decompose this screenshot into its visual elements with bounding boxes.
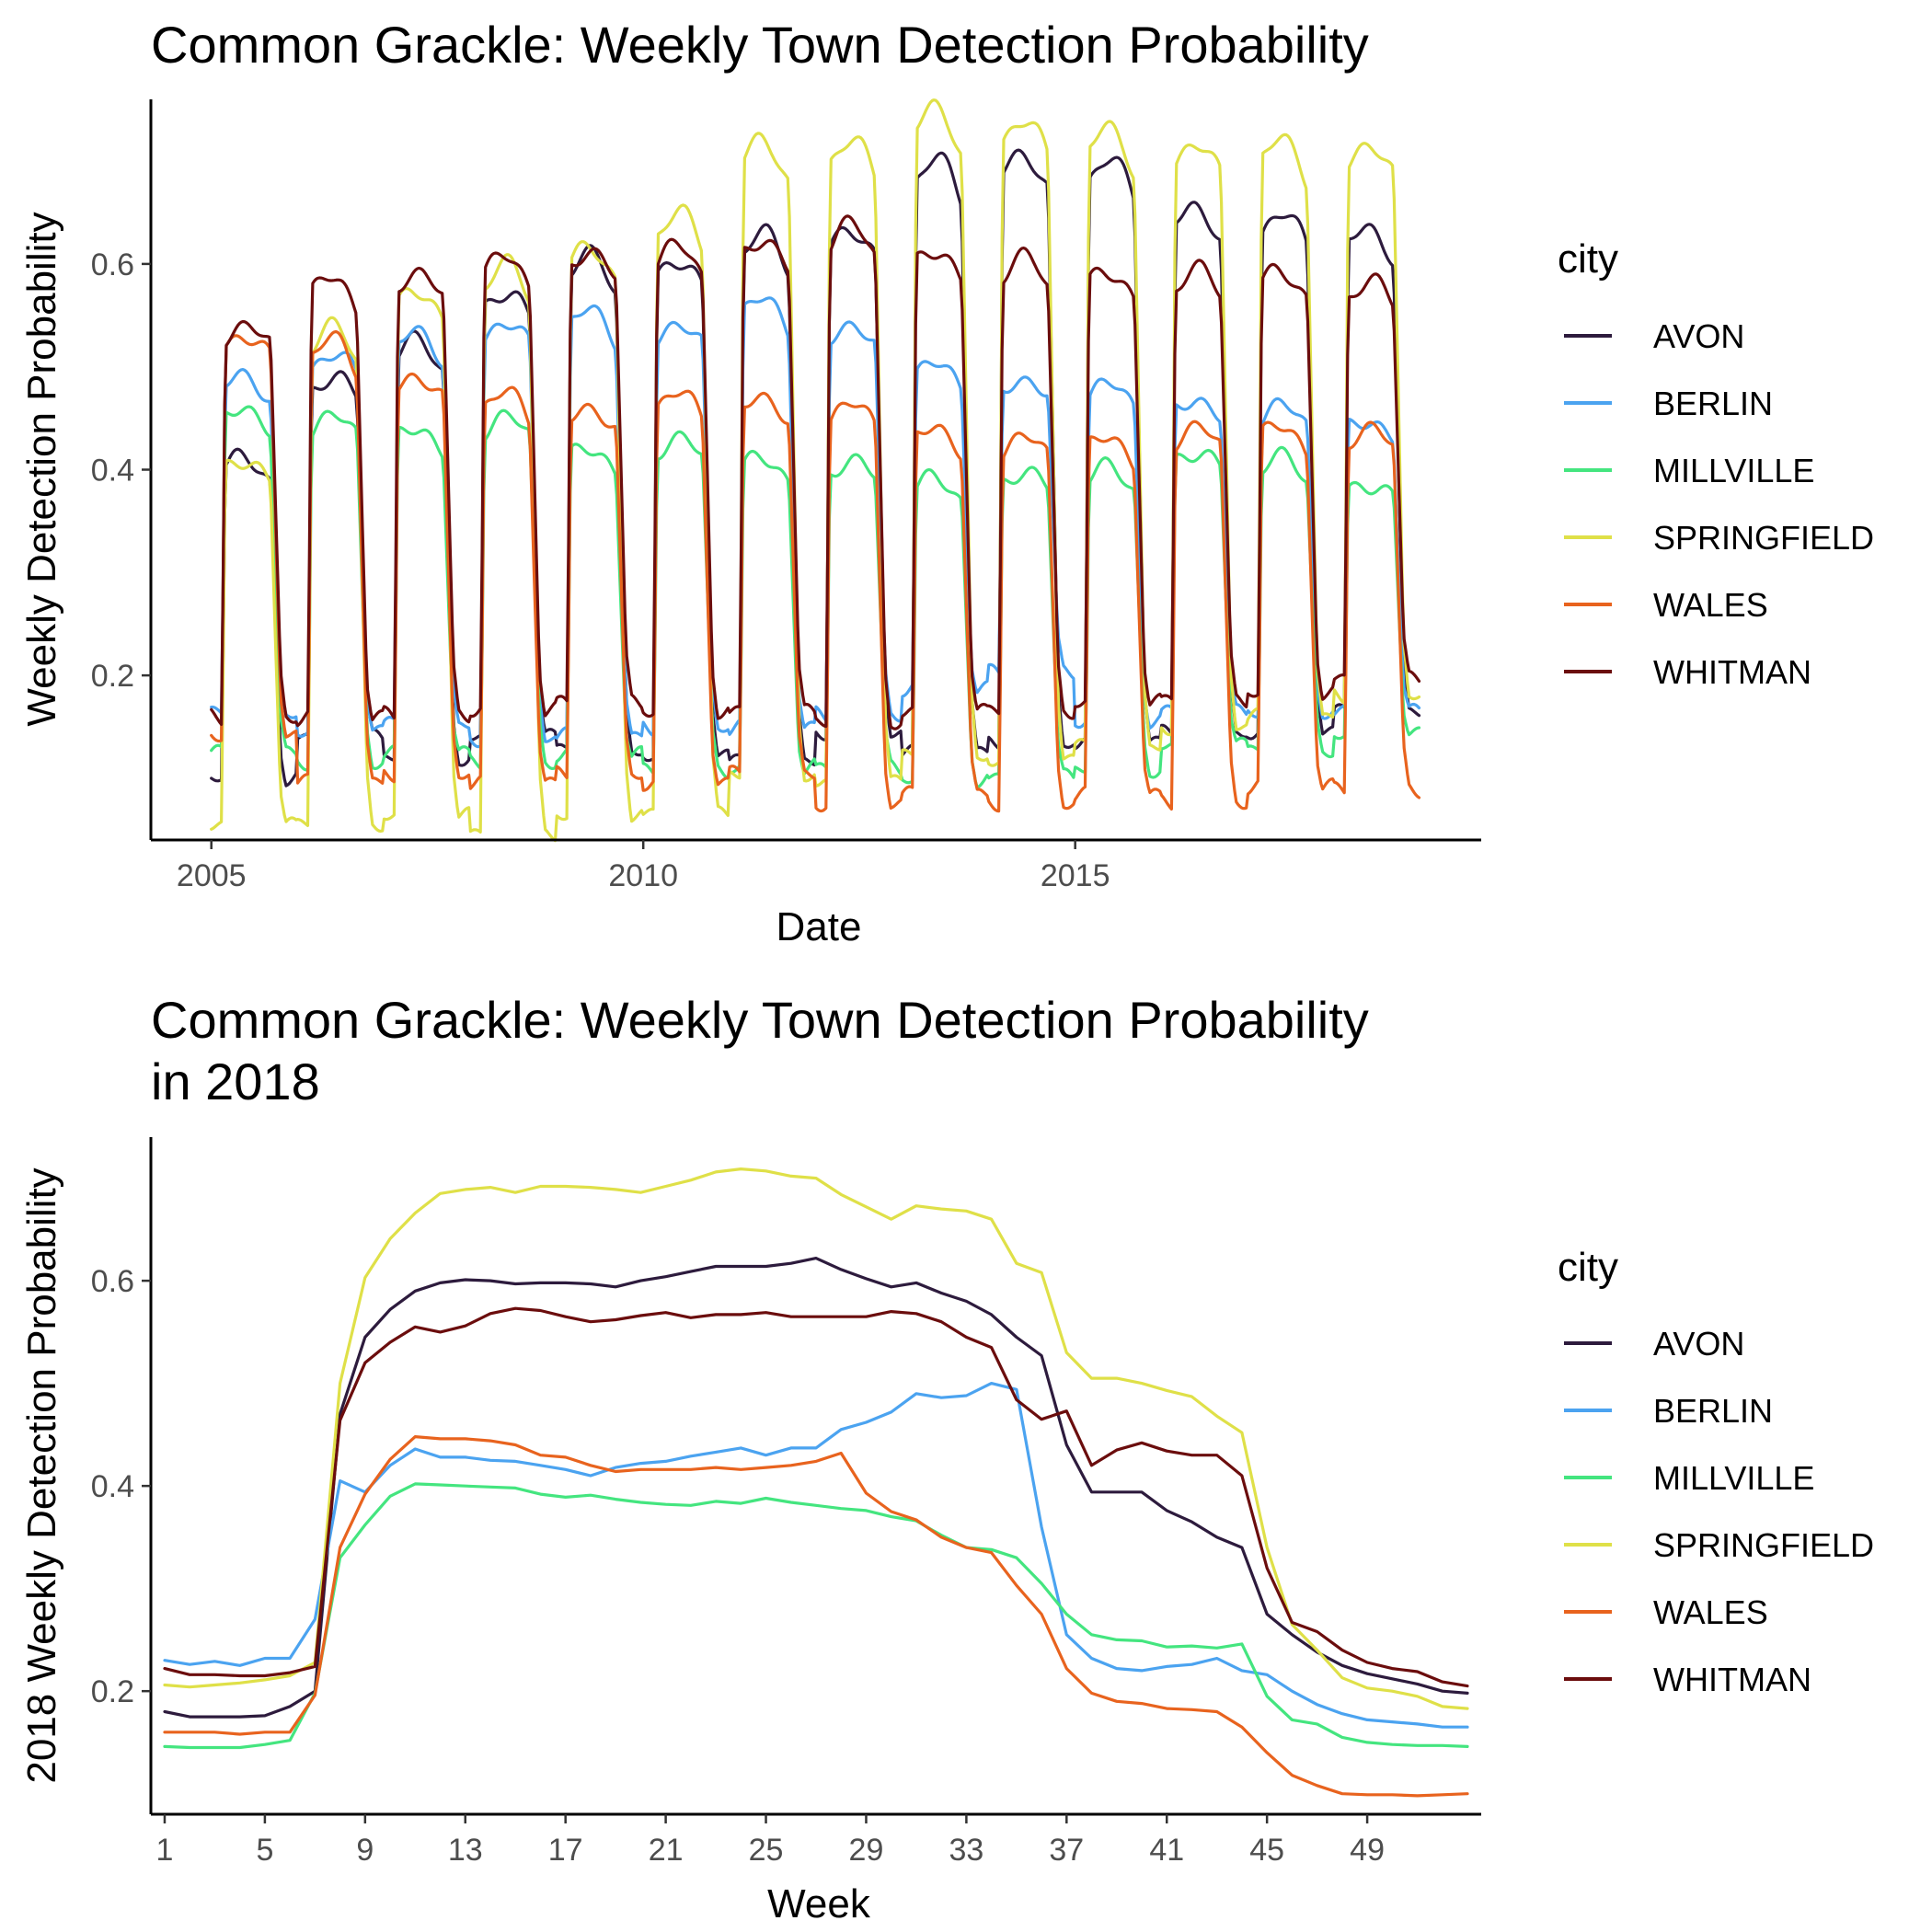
panel-2-x-tick-label: 13 — [448, 1833, 483, 1868]
panel-2-legend-item-whitman: WHITMAN — [1564, 1661, 1811, 1698]
panel-2-legend-item-millville: MILLVILLE — [1564, 1459, 1814, 1497]
panel-2-legend: city AVON BERLIN MILLVILLE SPRINGFIELD WALES… — [1558, 1245, 1874, 1698]
panel-1-legend-item-avon: AVON — [1564, 317, 1744, 355]
panel-2-series-millville — [163, 1482, 1469, 1750]
panel-2-x-tick-label: 33 — [949, 1833, 983, 1868]
panel-2-x-tick-label: 9 — [356, 1833, 374, 1868]
panel-1-series-whitman — [210, 214, 1421, 730]
panel-2-x-tick-label: 25 — [749, 1833, 784, 1868]
panel-2-x-tick-label: 41 — [1149, 1833, 1184, 1868]
panel-2-legend-item-springfield: SPRINGFIELD — [1564, 1526, 1874, 1564]
panel-2-series-whitman — [163, 1306, 1469, 1688]
panel-2-legend-label-millville: MILLVILLE — [1653, 1459, 1814, 1497]
panel-2-legend-label-avon: AVON — [1653, 1325, 1744, 1363]
panel-1-legend-label-avon: AVON — [1653, 317, 1744, 355]
panel-1-legend-item-whitman: WHITMAN — [1564, 653, 1811, 691]
panel-2-legend-item-avon: AVON — [1564, 1325, 1744, 1363]
panel-1-x-axis-title: Date — [776, 904, 862, 949]
panel-1-title: Common Grackle: Weekly Town Detection Pr… — [151, 16, 1369, 74]
panel-2-x-tick-label: 29 — [849, 1833, 884, 1868]
panel-2: Common Grackle: Weekly Town Detection Pr… — [19, 991, 1874, 1926]
panel-1-x-tick-label: 2005 — [177, 858, 247, 893]
panel-1-series-wales — [210, 329, 1421, 813]
panel-2-y-tick-label: 0.6 — [91, 1264, 134, 1299]
panel-2-title-line-1: Common Grackle: Weekly Town Detection Pr… — [151, 991, 1369, 1049]
panel-2-series-berlin — [163, 1381, 1469, 1729]
panel-2-y-tick-label: 0.4 — [91, 1469, 134, 1504]
panel-2-title-line-2: in 2018 — [151, 1052, 320, 1110]
panel-2-plot-area — [163, 1167, 1469, 1798]
panel-2-legend-label-berlin: BERLIN — [1653, 1392, 1773, 1430]
panel-1-y-tick-label: 0.6 — [91, 247, 134, 282]
panel-1-y-tick-label: 0.2 — [91, 659, 134, 694]
panel-2-legend-item-wales: WALES — [1564, 1593, 1768, 1631]
panel-2-y-tick-label: 0.2 — [91, 1674, 134, 1709]
panel-2-x-tick-label: 45 — [1249, 1833, 1284, 1868]
panel-2-x-axis-title: Week — [767, 1881, 871, 1926]
panel-1-legend-item-wales: WALES — [1564, 586, 1768, 624]
panel-1-series-berlin — [210, 296, 1421, 749]
panel-1-legend-label-millville: MILLVILLE — [1653, 452, 1814, 489]
panel-1-legend: city AVON BERLIN MILLVILLE SPRINGFIELD WALES… — [1558, 236, 1874, 691]
panel-2-x-tick-label: 5 — [256, 1833, 273, 1868]
panel-2-x-tick-label: 17 — [548, 1833, 583, 1868]
panel-2-x-tick-label: 21 — [649, 1833, 684, 1868]
panel-1-legend-item-berlin: BERLIN — [1564, 385, 1773, 422]
panel-1-legend-label-whitman: WHITMAN — [1653, 653, 1811, 691]
panel-2-series-avon — [163, 1256, 1469, 1719]
panel-2-legend-label-springfield: SPRINGFIELD — [1653, 1526, 1874, 1564]
panel-2-series-springfield — [163, 1167, 1469, 1710]
panel-1: Common Grackle: Weekly Town Detection Pr… — [19, 16, 1874, 949]
panel-1-series-avon — [210, 148, 1421, 788]
panel-1-legend-label-springfield: SPRINGFIELD — [1653, 519, 1874, 557]
panel-1-series-springfield — [210, 98, 1421, 843]
panel-2-legend-item-berlin: BERLIN — [1564, 1392, 1773, 1430]
panel-1-legend-label-berlin: BERLIN — [1653, 385, 1773, 422]
panel-1-y-axis-title: Weekly Detection Probability — [19, 212, 64, 726]
panel-1-legend-item-springfield: SPRINGFIELD — [1564, 519, 1874, 557]
panel-2-legend-label-wales: WALES — [1653, 1593, 1768, 1631]
panel-1-ticks: 2005 2010 2015 0.2 0.4 0.6 — [91, 247, 1110, 893]
panel-2-ticks: 1 5 9 13 17 21 25 29 33 37 41 45 49 0.2 0.4 0.6 — [91, 1264, 1385, 1868]
panel-2-legend-entries: AVON BERLIN MILLVILLE SPRINGFIELD WALES WHITM… — [1564, 1325, 1874, 1698]
panel-2-y-axis-title: 2018 Weekly Detection Probability — [19, 1167, 64, 1783]
panel-1-legend-label-wales: WALES — [1653, 586, 1768, 624]
panel-2-x-tick-label: 37 — [1049, 1833, 1084, 1868]
panel-1-y-tick-label: 0.4 — [91, 454, 134, 489]
panel-1-legend-title: city — [1558, 236, 1618, 282]
panel-1-x-tick-label: 2010 — [608, 858, 678, 893]
panel-1-legend-entries: AVON BERLIN MILLVILLE SPRINGFIELD WALES WHITM… — [1564, 317, 1874, 691]
panel-2-x-tick-label: 49 — [1350, 1833, 1385, 1868]
panel-2-legend-title: city — [1558, 1245, 1618, 1290]
panel-1-plot-area — [210, 98, 1421, 843]
panel-1-series-millville — [210, 405, 1421, 789]
panel-1-x-tick-label: 2015 — [1041, 858, 1110, 893]
panel-2-series-wales — [163, 1434, 1469, 1798]
panel-2-legend-label-whitman: WHITMAN — [1653, 1661, 1811, 1698]
panel-1-legend-item-millville: MILLVILLE — [1564, 452, 1814, 489]
panel-2-x-tick-label: 1 — [156, 1833, 174, 1868]
